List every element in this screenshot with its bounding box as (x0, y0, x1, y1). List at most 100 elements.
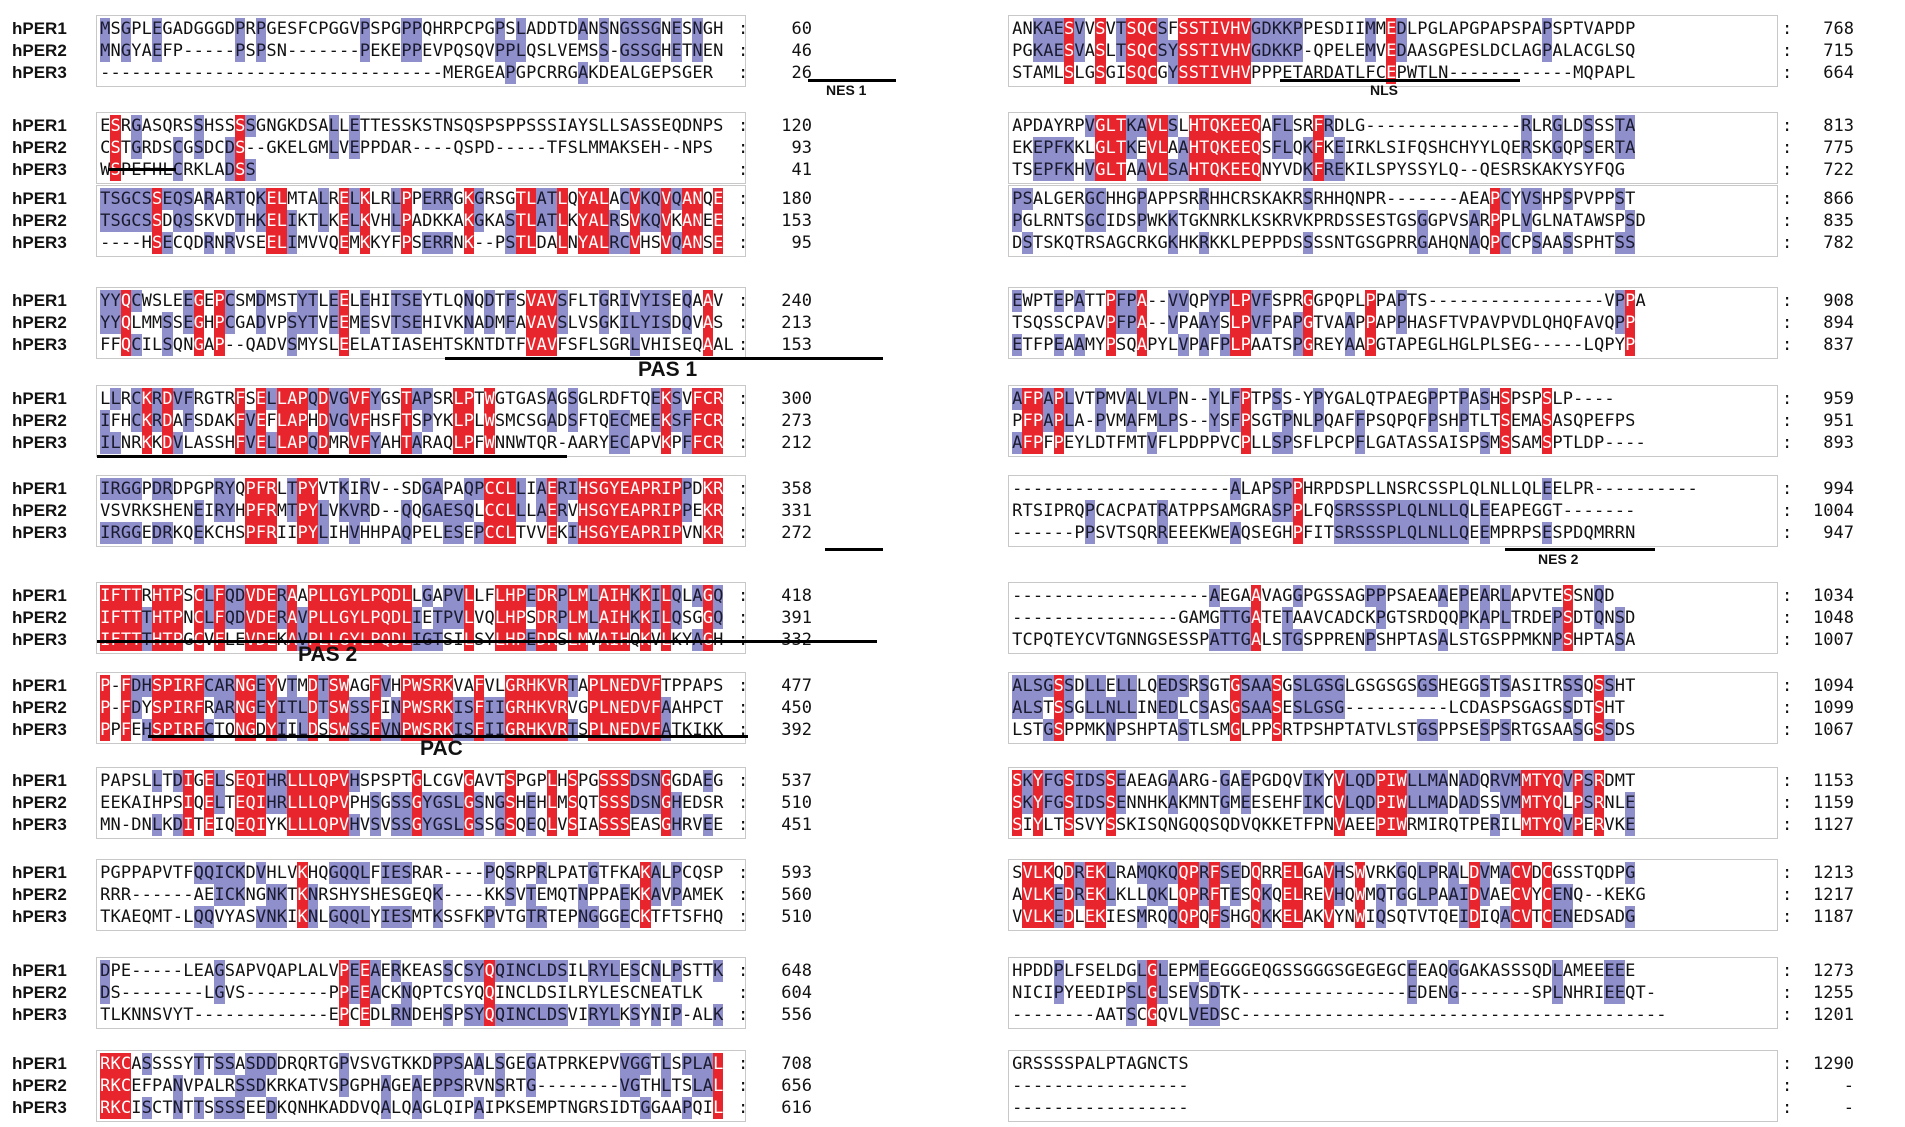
separator: : (738, 815, 749, 835)
alignment-row: PGKAESVASLTSQCSYSSTIVHVGDKKP-QPELEMVEDAA… (1010, 40, 1900, 62)
alignment-block-frame (96, 475, 746, 547)
alignment-row: -----------------: - (1010, 1075, 1900, 1097)
residue-position: 560 (781, 885, 812, 905)
residue-position: 537 (781, 771, 812, 791)
alignment-row: ------PPSVTSQRREEEKWEAQSEGHPFITSRSSSPLQL… (1010, 522, 1900, 544)
separator: : (738, 961, 749, 981)
sequence-name: hPER3 (12, 523, 67, 542)
separator: : (1782, 676, 1793, 696)
alignment-row: hPER2 DS--------LGVS--------PPEEACKNQPTCS… (12, 982, 832, 1004)
sequence-residues: PSALGERGCHHGPAPPSRRHHCRSKAKRSRHHQNPR----… (1012, 188, 1636, 210)
sequence-residues: TLKNNSVYT-------------EPCEDLRNDEHSPSYQQI… (100, 1004, 724, 1026)
alignment-row: hPER1 IFTTRHTPSCLFQDVDERAAPLLGYLPQDLLGAPV… (12, 585, 832, 607)
alignment-block-frame (1008, 582, 1778, 654)
sequence-name: hPER1 (12, 479, 67, 498)
residue-position: 1153 (1813, 771, 1854, 791)
separator: : (738, 1098, 749, 1118)
alignment-row: hPER3 ILNRKKDVLASSHFVELLAPQDMRVFYAHTARAQL… (12, 432, 832, 454)
residue-position: 782 (1823, 233, 1854, 253)
residue-position: 593 (781, 863, 812, 883)
alignment-block-frame (96, 859, 746, 931)
alignment-row: DSTSKQTRSAGCRKGKHKRKKLPEPPDSSSSNTGSGPRRG… (1010, 232, 1900, 254)
sequence-residues: PPFEHSPIRFCTQNGDYIILDSSWSSFVNPWSRKISFIIG… (100, 719, 724, 741)
sequence-residues: SIYLTSSVYSSKISQNGQQSQDVQKKETFPNVAEEPIWRM… (1012, 814, 1636, 836)
separator: : (1782, 501, 1793, 521)
residue-position: 1094 (1813, 676, 1854, 696)
sequence-residues: DPE-----LEAGSAPVQAPLALVPEEAERKEASSCSYQQI… (100, 960, 724, 982)
alignment-row: HPDDPLFSELDGLGLEPMEEGGGEQGSSGGGSGEGEGCEE… (1010, 960, 1900, 982)
alignment-row: hPER2 MNGYAEFP-----PSPSN-------PEKEPPEVPQ… (12, 40, 832, 62)
alignment-block-frame (1008, 112, 1778, 184)
separator: : (738, 676, 749, 696)
alignment-row: hPER2 RKCEFPANVPALRSSDKRKATVSPGPHAGEAEPPS… (12, 1075, 832, 1097)
separator: : (1782, 389, 1793, 409)
separator: : (738, 63, 749, 83)
alignment-row: ---------------------ALAPSPPHRPDSPLLNSRC… (1010, 478, 1900, 500)
separator: : (738, 411, 749, 431)
residue-position: 1099 (1813, 698, 1854, 718)
residue-position: 947 (1823, 523, 1854, 543)
sequence-residues: SVLKQDREKLRAMQKQQPRFSEDQRRELGAVHSWVRKGQL… (1012, 862, 1636, 884)
residue-position: 656 (781, 1076, 812, 1096)
residue-position: 708 (781, 1054, 812, 1074)
separator: : (1782, 211, 1793, 231)
residue-position: 556 (781, 1005, 812, 1025)
sequence-residues: PGPPAPVTFQQICKDVHLVKHQGQQLFIESRAR----PQS… (100, 862, 724, 884)
sequence-residues: ILNRKKDVLASSHFVELLAPQDMRVFYAHTARAQLPFWNN… (100, 432, 724, 454)
separator: : (738, 1076, 749, 1096)
residue-position: 477 (781, 676, 812, 696)
separator: : (1782, 411, 1793, 431)
alignment-row: EKEPFKKLGLTKEVLAAHTQKEEQSFLQKFKEIRKLSIFQ… (1010, 137, 1900, 159)
alignment-row: PFPAPLA-PVMAFMLPS--YSFPSGTPNLPQAFFPSQPQF… (1010, 410, 1900, 432)
residue-position: 1127 (1813, 815, 1854, 835)
alignment-block-frame (1008, 185, 1778, 257)
separator: : (738, 1005, 749, 1025)
separator: : (1782, 335, 1793, 355)
residue-position: 46 (791, 41, 812, 61)
separator: : (1782, 698, 1793, 718)
alignment-row: TCPQTEYCVTGNNGSESSPATTGALSTGSPPRENPSHPTA… (1010, 629, 1900, 651)
sequence-residues: ALSGSSDLLELLLQEDSRSGTGSAASGSLGSGLGSGSGSG… (1012, 675, 1636, 697)
alignment-row: AFPFPEYLDTFMTVFLPDPPVCPLLSPSFLPCPFLGATAS… (1010, 432, 1900, 454)
alignment-row: ALSTSSGLLNLLINEDLCSASGSAASESLGSG--------… (1010, 697, 1900, 719)
separator: : (1782, 586, 1793, 606)
residue-position: 273 (781, 411, 812, 431)
sequence-residues: PFPAPLA-PVMAFMLPS--YSFPSGTPNLPQAFFPSQPQF… (1012, 410, 1636, 432)
sequence-residues: RTSIPRQPCACPATRATPPSAMGRASPPLFQSRSSSPLQL… (1012, 500, 1636, 522)
separator: : (1782, 63, 1793, 83)
sequence-name: hPER2 (12, 501, 67, 520)
sequence-residues: ESRGASQRSSHSSSSGNGKDSALLETTESSKSTNSQSPSP… (100, 115, 724, 137)
residue-position: 604 (781, 983, 812, 1003)
alignment-row: LSTGSPPMKNPSHPTASTLSMGLPPSRTPSHPTATVLSTG… (1010, 719, 1900, 741)
sequence-residues: ETFPEAAMYPSQAPYLVPAFPLPAATSPGREYAAPGTAPE… (1012, 334, 1636, 356)
separator: : (1782, 961, 1793, 981)
sequence-residues: ----------------GAMGTTGATETAAVCADCKPGTSR… (1012, 607, 1636, 629)
residue-position: 664 (1823, 63, 1854, 83)
residue-position: 93 (791, 138, 812, 158)
residue-position: 959 (1823, 389, 1854, 409)
sequence-residues: YYQCWSLEEGEPCSMDMSTYTLEELEHITSEYTLQNQDTF… (100, 290, 724, 312)
sequence-residues: IFHCKRDAFSDAKFVEFLAPHDVGVFHSFTSPYKLPLWSM… (100, 410, 724, 432)
sequence-name: hPER3 (12, 1098, 67, 1117)
sequence-name: hPER3 (12, 233, 67, 252)
sequence-residues: EEKAIHPSIQELTEQIHRLLLQPVPHSGSSGYGSLGSNGS… (100, 792, 724, 814)
residue-position: 358 (781, 479, 812, 499)
residue-position: 894 (1823, 313, 1854, 333)
separator: : (1782, 815, 1793, 835)
sequence-residues: EWPTEPATTPFPA--VVQPYPLPVFSPRGGPQPLPPAPTS… (1012, 290, 1646, 312)
sequence-residues: AVLKEDREKLKLLQKLQPRFTESQKQELREVHQWMQTGGL… (1012, 884, 1646, 906)
sequence-residues: TSGCSSEQSARARTQKELMTALRELKLRLPPERRGKGRSG… (100, 188, 724, 210)
alignment-row: hPER1 YYQCWSLEEGEPCSMDMSTYTLEELEHITSEYTLQ… (12, 290, 832, 312)
separator: : (1782, 479, 1793, 499)
alignment-row: hPER1 PGPPAPVTFQQICKDVHLVKHQGQQLFIESRAR--… (12, 862, 832, 884)
alignment-row: SVLKQDREKLRAMQKQQPRFSEDQRRELGAVHSWVRKGQL… (1010, 862, 1900, 884)
separator: : (1782, 771, 1793, 791)
sequence-name: hPER2 (12, 608, 67, 627)
residue-position: 908 (1823, 291, 1854, 311)
separator: : (738, 389, 749, 409)
sequence-residues: ANKAESVVSVTSQCSFSSTIVHVGDKKPPESDIIMMEDLP… (1012, 18, 1636, 40)
sequence-residues: DSTSKQTRSAGCRKGKHKRKKLPEPPDSSSSNTGSGPRRG… (1012, 232, 1636, 254)
alignment-row: PGLRNTSGCIDSPWKKTGKNRKLKSKRVKPRDSSESTGSG… (1010, 210, 1900, 232)
sequence-residues: PGKAESVASLTSQCSYSSTIVHVGDKKP-QPELEMVEDAA… (1012, 40, 1636, 62)
separator: : (1782, 233, 1793, 253)
